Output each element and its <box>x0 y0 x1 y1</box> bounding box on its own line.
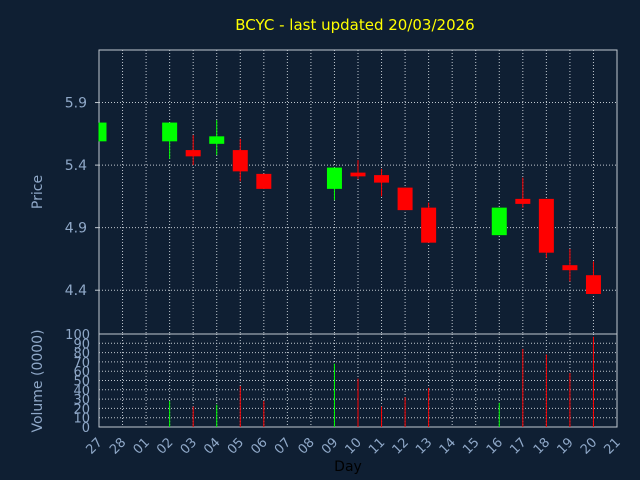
x-tick-label: 21 <box>602 435 624 457</box>
candle-body <box>232 150 248 172</box>
x-tick-label: 12 <box>390 435 412 457</box>
candle-body <box>162 122 178 142</box>
x-tick-label: 15 <box>460 435 482 457</box>
candle-13 <box>421 202 437 243</box>
candle-body <box>515 198 531 204</box>
x-tick-label: 19 <box>554 435 576 457</box>
candle-body <box>374 175 390 183</box>
volume-tick-label: 50 <box>73 375 90 390</box>
x-tick-label: 05 <box>225 435 247 457</box>
x-tick-label: 11 <box>366 435 388 457</box>
candle-03 <box>185 135 201 166</box>
candle-09 <box>326 167 342 201</box>
volume-tick-label: 90 <box>73 337 90 352</box>
x-tick-label: 18 <box>531 435 553 457</box>
candle-06 <box>256 173 272 189</box>
candle-body <box>421 207 437 243</box>
x-tick-label: 09 <box>319 435 341 457</box>
candle-body <box>99 122 107 142</box>
x-tick-label: 28 <box>107 435 129 457</box>
x-tick-labels: 27 28 01 02 03 04 05 06 07 08 09 10 11 12 13 14 15 16 17 18… <box>84 435 624 457</box>
x-tick-label: 27 <box>84 435 106 457</box>
x-tick-label: 08 <box>295 435 317 457</box>
price-tick-labels: 5.9 5.4 4.9 4.4 <box>65 96 99 299</box>
price-tick-label: 4.9 <box>65 221 87 237</box>
volume-tick-label: 60 <box>73 365 90 380</box>
x-tick-label: 17 <box>507 435 529 457</box>
candle-body <box>209 136 225 144</box>
volume-tick-label: 0 <box>82 421 90 436</box>
candle-body <box>397 187 413 211</box>
price-tick-label: 5.4 <box>65 158 87 174</box>
price-tick-label: 5.9 <box>65 96 87 112</box>
price-axis-label: Price <box>30 175 46 209</box>
candle-02 <box>162 122 178 159</box>
x-tick-label: 20 <box>578 435 600 457</box>
volume-tick-label: 20 <box>73 402 90 417</box>
x-tick-label: 01 <box>131 435 153 457</box>
candle-04 <box>209 120 225 156</box>
price-panel: 5.9 5.4 4.9 4.4 Price <box>30 49 618 335</box>
candle-body <box>350 172 366 177</box>
volume-axis-label: Volume (0000) <box>30 329 46 432</box>
x-axis-label: Day <box>334 459 362 475</box>
candle-body <box>585 275 601 294</box>
candle-body <box>256 173 272 189</box>
volume-tick-label: 70 <box>73 356 90 371</box>
candle-18 <box>538 198 554 258</box>
candle-19 <box>562 248 578 282</box>
candle-body <box>491 207 507 236</box>
candle-05 <box>232 138 248 182</box>
candle-27 <box>98 122 107 142</box>
volume-tick-label: 80 <box>73 347 90 362</box>
candle-11 <box>374 168 390 197</box>
volume-tick-label: 10 <box>73 412 90 427</box>
price-grid <box>99 50 617 334</box>
chart-title: BCYC - last updated 20/03/2026 <box>235 16 474 34</box>
candle-16 <box>491 207 507 236</box>
x-tick-label: 10 <box>343 435 365 457</box>
volume-tick-label: 100 <box>65 328 90 343</box>
volume-bars <box>169 336 594 427</box>
candle-body <box>326 167 342 189</box>
candle-17 <box>515 177 531 208</box>
volume-tick-label: 40 <box>73 384 90 399</box>
candle-10 <box>350 160 366 179</box>
x-tick-label: 14 <box>437 435 459 457</box>
candle-body <box>538 198 554 253</box>
x-tick-label: 16 <box>484 435 506 457</box>
x-tick-label: 04 <box>201 435 223 457</box>
x-tick-label: 07 <box>272 435 294 457</box>
candle-12 <box>397 187 413 211</box>
candle-20 <box>585 261 601 294</box>
volume-tick-label: 30 <box>73 393 90 408</box>
x-tick-label: 13 <box>413 435 435 457</box>
x-tick-label: 02 <box>154 435 176 457</box>
candle-body <box>562 265 578 271</box>
candle-body <box>185 150 201 157</box>
candles <box>98 120 601 294</box>
x-tick-label: 06 <box>248 435 270 457</box>
x-tick-label: 03 <box>178 435 200 457</box>
price-tick-label: 4.4 <box>65 283 87 299</box>
